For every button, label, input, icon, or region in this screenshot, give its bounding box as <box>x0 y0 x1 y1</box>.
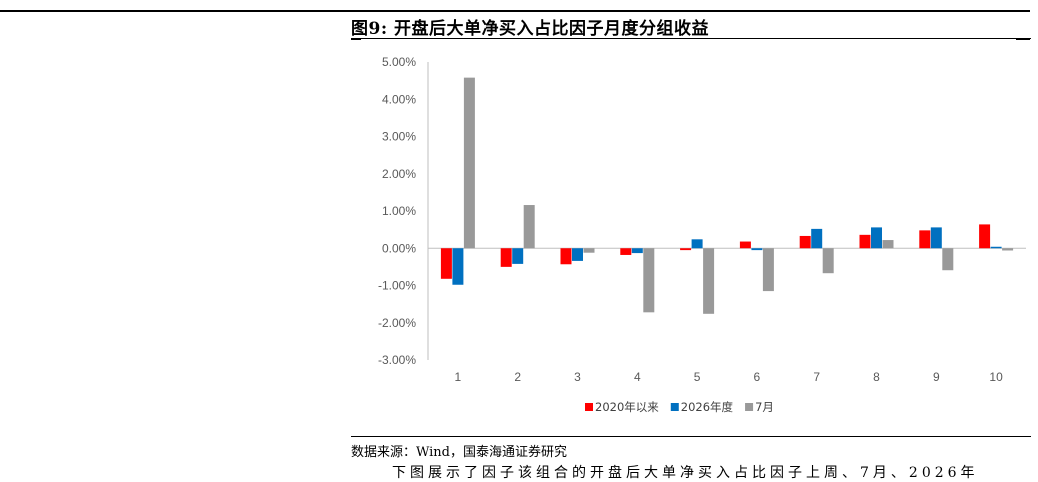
legend-label: 2026年度 <box>681 400 734 414</box>
bar <box>919 230 931 249</box>
bar <box>990 246 1002 249</box>
x-tick-label: 10 <box>989 370 1003 384</box>
bar <box>583 248 595 253</box>
bar <box>643 248 655 313</box>
bar-chart: 5.00% 4.00% 3.00% 2.00% 1.00% 0.00% -1.00% -2.0… <box>378 55 1026 414</box>
figure-source: 数据来源：Wind，国泰海通证券研究 <box>351 445 567 460</box>
y-tick-label: 4.00% <box>382 92 416 106</box>
title-rule-left-mark <box>351 38 361 40</box>
bar <box>523 205 535 249</box>
title-rule-right-mark <box>1016 38 1030 40</box>
title-rule <box>351 38 1031 39</box>
y-tick-label: 1.00% <box>382 204 416 218</box>
bar <box>751 248 763 251</box>
bar <box>463 77 475 249</box>
legend-label: 7月 <box>755 400 774 414</box>
x-tick-label: 6 <box>754 370 761 384</box>
bar <box>703 248 715 314</box>
bar <box>512 248 524 264</box>
bar <box>440 248 452 279</box>
bar <box>811 228 823 249</box>
bar <box>620 248 632 255</box>
legend-swatch <box>585 403 593 411</box>
x-tick-label: 9 <box>933 370 940 384</box>
x-tick-label: 7 <box>813 370 820 384</box>
x-tick-label: 2 <box>514 370 521 384</box>
bar <box>680 248 692 251</box>
y-tick-label: -1.00% <box>378 279 416 293</box>
x-tick-label: 5 <box>694 370 701 384</box>
legend-swatch <box>745 403 754 411</box>
y-tick-label: 2.00% <box>382 167 416 181</box>
top-rule <box>0 10 1030 12</box>
bar <box>691 239 703 249</box>
y-tick-label: -2.00% <box>378 316 416 330</box>
bar <box>631 248 643 254</box>
figure-title: 图9: 开盘后大单净买入占比因子月度分组收益 <box>351 19 710 39</box>
bar <box>822 248 834 274</box>
x-tick-label: 1 <box>455 370 462 384</box>
bar <box>762 248 774 292</box>
bar <box>871 227 882 249</box>
bar <box>1002 248 1014 251</box>
y-tick-label: 0.00% <box>382 241 416 255</box>
y-tick-label: -3.00% <box>378 353 416 367</box>
following-paragraph: 下图展示了因子该组合的开盘后大单净买入占比因子上周、7月、2026年 <box>392 465 979 481</box>
bar <box>799 235 811 249</box>
bar <box>979 224 991 249</box>
bar <box>882 240 894 249</box>
bar <box>560 248 572 265</box>
bar <box>739 241 751 249</box>
bar <box>859 234 871 249</box>
y-tick-label: 3.00% <box>382 130 416 144</box>
source-rule <box>351 436 1031 437</box>
bar <box>452 248 464 285</box>
bar <box>930 227 942 249</box>
x-tick-label: 8 <box>873 370 880 384</box>
legend-swatch <box>670 403 679 411</box>
legend-label: 2020年以来 <box>595 400 659 414</box>
bar <box>500 248 512 267</box>
x-tick-label: 3 <box>574 370 581 384</box>
y-tick-label: 5.00% <box>382 55 416 69</box>
bar <box>572 248 583 261</box>
bar <box>942 248 954 271</box>
x-tick-label: 4 <box>634 370 641 384</box>
